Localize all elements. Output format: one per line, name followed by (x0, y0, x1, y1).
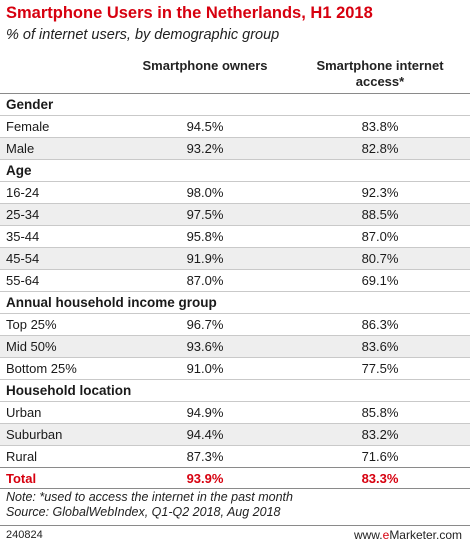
row-label: 16-24 (6, 185, 40, 200)
total-label: Total (6, 471, 37, 486)
table-row: Rural 87.3% 71.6% (0, 445, 470, 467)
note-text: Note: *used to access the internet in th… (6, 490, 293, 504)
total-internet-access-value: 83.3% (361, 471, 399, 486)
row-label: Female (6, 119, 50, 134)
internet-access-value: 83.6% (361, 339, 399, 354)
table-row: Urban 94.9% 85.8% (0, 401, 470, 423)
internet-access-value: 87.0% (361, 229, 399, 244)
row-label: Urban (6, 405, 42, 420)
column-header-owners: Smartphone owners (142, 58, 268, 73)
footer-bar: 240824 www.eMarketer.com (0, 525, 470, 545)
source-text: Source: GlobalWebIndex, Q1-Q2 2018, Aug … (6, 505, 281, 519)
owners-value: 93.6% (186, 339, 224, 354)
row-label: 25-34 (6, 207, 40, 222)
row-label: 55-64 (6, 273, 40, 288)
row-label: Top 25% (6, 317, 57, 332)
section-header: Age (0, 159, 470, 181)
internet-access-value: 83.8% (361, 119, 399, 134)
internet-access-value: 86.3% (361, 317, 399, 332)
table-row: 45-54 91.9% 80.7% (0, 247, 470, 269)
owners-value: 94.9% (186, 405, 224, 420)
owners-value: 95.8% (186, 229, 224, 244)
table-row: 16-24 98.0% 92.3% (0, 181, 470, 203)
section-header: Household location (0, 379, 470, 401)
row-label: Male (6, 141, 35, 156)
owners-value: 94.4% (186, 427, 224, 442)
row-label: Bottom 25% (6, 361, 77, 376)
row-label: Suburban (6, 427, 63, 442)
internet-access-value: 82.8% (361, 141, 399, 156)
row-label: 35-44 (6, 229, 40, 244)
internet-access-value: 92.3% (361, 185, 399, 200)
section-label: Household location (6, 383, 132, 398)
table-row: 55-64 87.0% 69.1% (0, 269, 470, 291)
section-header: Gender (0, 93, 470, 115)
table-row: Male 93.2% 82.8% (0, 137, 470, 159)
chart-title: Smartphone Users in the Netherlands, H1 … (6, 4, 373, 22)
brand-e: e (382, 528, 390, 542)
internet-access-value: 77.5% (361, 361, 399, 376)
data-table: Gender Female 94.5% 83.8% Male 93.2% 82.8% Age 1… (0, 93, 470, 489)
internet-access-value: 80.7% (361, 251, 399, 266)
owners-value: 87.3% (186, 449, 224, 464)
section-label: Gender (6, 97, 54, 112)
brand-suffix: Marketer.com (389, 528, 462, 542)
table-row: Top 25% 96.7% 86.3% (0, 313, 470, 335)
footnote: Note: *used to access the internet in th… (6, 490, 293, 520)
internet-access-value: 71.6% (361, 449, 399, 464)
owners-value: 97.5% (186, 207, 224, 222)
column-header-internet-access: Smartphone internet access* (316, 58, 444, 89)
chart-subtitle: % of internet users, by demographic grou… (6, 27, 280, 43)
section-label: Annual household income group (6, 295, 217, 310)
internet-access-value: 83.2% (361, 427, 399, 442)
section-label: Age (6, 163, 32, 178)
internet-access-value: 88.5% (361, 207, 399, 222)
owners-value: 91.9% (186, 251, 224, 266)
owners-value: 91.0% (186, 361, 224, 376)
table-row: Mid 50% 93.6% 83.6% (0, 335, 470, 357)
chart-id: 240824 (6, 529, 43, 541)
section-header: Annual household income group (0, 291, 470, 313)
owners-value: 87.0% (186, 273, 224, 288)
brand-logo: www.eMarketer.com (354, 528, 462, 542)
table-row: 35-44 95.8% 87.0% (0, 225, 470, 247)
owners-value: 98.0% (186, 185, 224, 200)
total-owners-value: 93.9% (186, 471, 224, 486)
brand-prefix: www. (353, 528, 383, 542)
owners-value: 96.7% (186, 317, 224, 332)
table-row: Female 94.5% 83.8% (0, 115, 470, 137)
row-label: 45-54 (6, 251, 40, 266)
internet-access-value: 69.1% (361, 273, 399, 288)
table-row: 25-34 97.5% 88.5% (0, 203, 470, 225)
owners-value: 93.2% (186, 141, 224, 156)
internet-access-value: 85.8% (361, 405, 399, 420)
table-row: Bottom 25% 91.0% 77.5% (0, 357, 470, 379)
row-label: Mid 50% (6, 339, 57, 354)
owners-value: 94.5% (186, 119, 224, 134)
total-row: Total 93.9% 83.3% (0, 467, 470, 489)
table-row: Suburban 94.4% 83.2% (0, 423, 470, 445)
row-label: Rural (6, 449, 38, 464)
